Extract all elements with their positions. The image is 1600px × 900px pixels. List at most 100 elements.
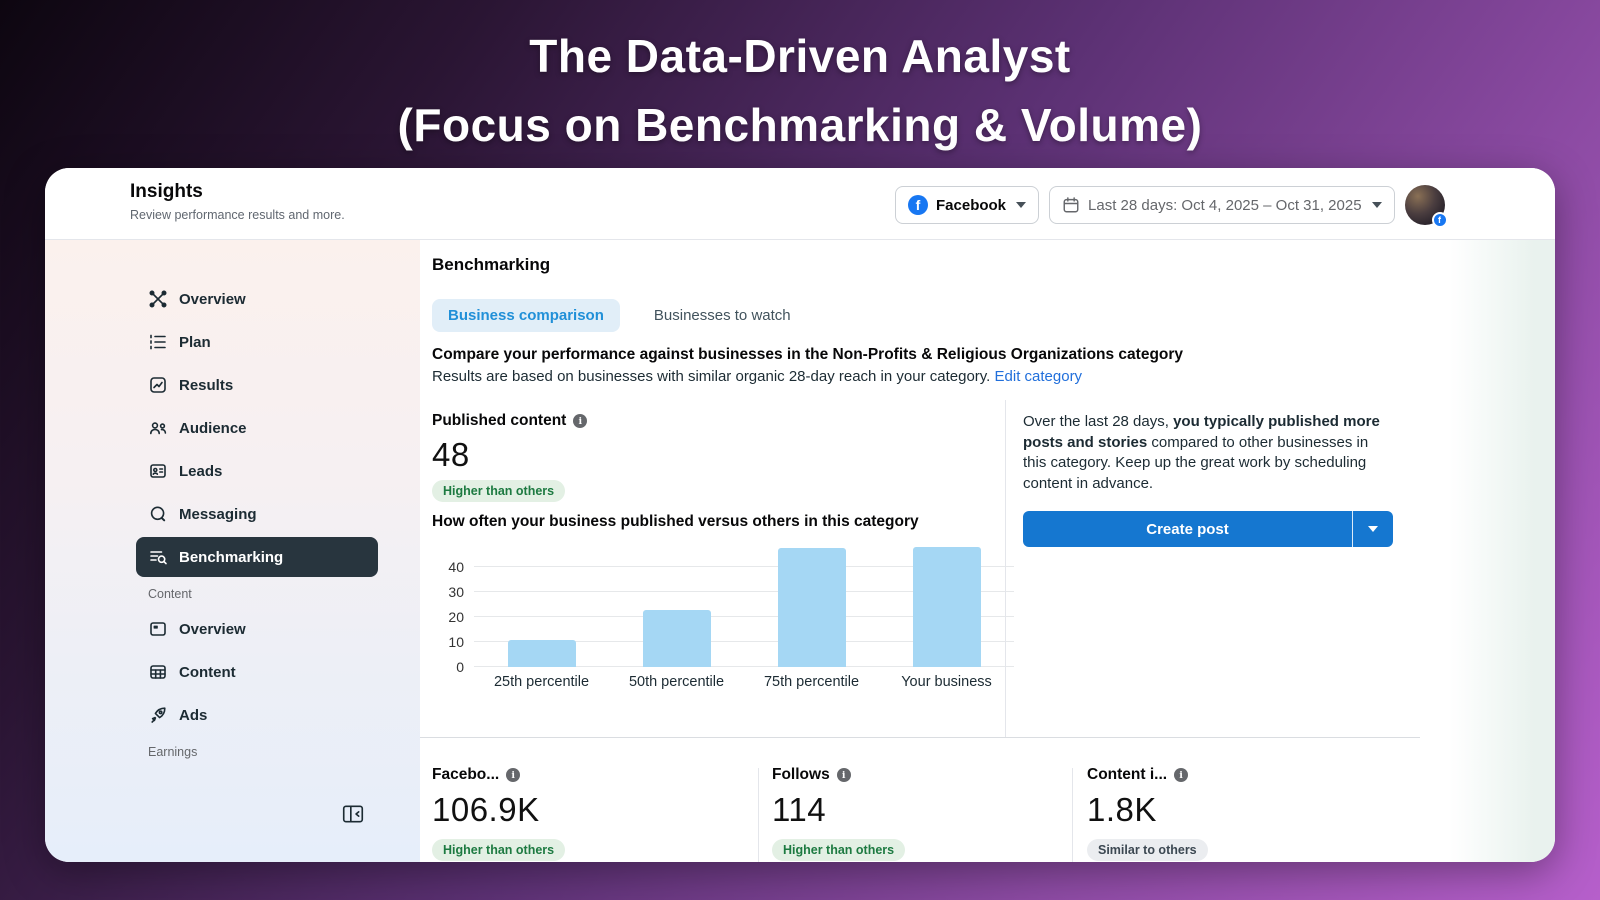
sidebar-item-audience[interactable]: Audience xyxy=(136,408,378,448)
metric-divider xyxy=(1072,768,1073,862)
metric-value: 1.8K xyxy=(1087,791,1157,828)
create-post-dropdown-button[interactable] xyxy=(1352,511,1393,547)
sidebar-item-content[interactable]: Content xyxy=(136,652,378,692)
sidebar-item-overview[interactable]: Overview xyxy=(136,279,378,319)
sidebar-item-ads[interactable]: Ads xyxy=(136,695,378,735)
metric-label-text: Facebo... xyxy=(432,766,500,783)
sidebar-item-results[interactable]: Results xyxy=(136,365,378,405)
info-icon[interactable]: i xyxy=(836,768,851,782)
info-icon[interactable]: i xyxy=(1174,768,1189,782)
content-overview-icon xyxy=(150,622,166,636)
insights-app-window: Insights Review performance results and … xyxy=(45,168,1555,862)
info-icon[interactable]: i xyxy=(573,414,588,428)
header-controls: f Facebook Last 28 days: Oct 4, 2025 – O… xyxy=(895,185,1448,228)
chart-x-tick-label: 25th percentile xyxy=(493,674,590,690)
chevron-down-icon xyxy=(1016,202,1027,208)
audience-people-icon xyxy=(150,422,167,435)
sidebar-item-content-overview[interactable]: Overview xyxy=(136,609,378,649)
chart-x-tick-label: Your business xyxy=(901,674,992,690)
chart-y-tick-label: 0 xyxy=(456,659,464,675)
compare-subtext-body: Results are based on businesses with sim… xyxy=(432,368,991,385)
plan-list-icon xyxy=(150,334,166,350)
chart-title: How often your business published versus… xyxy=(432,513,919,530)
metric-label: Follows i xyxy=(772,766,905,784)
sidebar-item-label: Benchmarking xyxy=(179,548,284,566)
overview-hub-icon xyxy=(149,290,167,308)
sidebar-item-label: Overview xyxy=(179,290,246,308)
sidebar-item-benchmarking[interactable]: Benchmarking xyxy=(136,537,378,577)
chart-bar xyxy=(642,609,711,667)
metric-divider xyxy=(758,768,759,862)
chart-gridline xyxy=(474,616,1014,617)
sidebar-section-earnings: Earnings xyxy=(148,745,198,759)
sidebar-item-leads[interactable]: Leads xyxy=(136,451,378,491)
insight-text: Over the last 28 days, you typically pub… xyxy=(1023,412,1395,495)
published-content-label-text: Published content xyxy=(432,412,567,429)
calendar-icon xyxy=(1063,197,1079,213)
sidebar-item-label: Results xyxy=(179,376,234,394)
profile-avatar[interactable]: f xyxy=(1404,185,1448,228)
main-content: Benchmarking Business comparison Busines… xyxy=(420,240,1555,862)
horizontal-divider xyxy=(420,737,1420,738)
banner-title-line1: The Data-Driven Analyst xyxy=(529,30,1071,82)
page-title: Insights xyxy=(130,181,203,202)
leads-card-icon xyxy=(150,464,166,478)
chart-gridline xyxy=(474,591,1014,592)
metric-follows: Follows i 114 Higher than others xyxy=(772,766,906,861)
chevron-down-icon xyxy=(1368,526,1378,532)
chart-area: 25th percentile 50th percentile 75th perce… xyxy=(474,545,1014,690)
info-icon[interactable]: i xyxy=(506,768,521,782)
published-bar-chart: 0 10 20 30 40 25th percentile 50th percentile… xyxy=(432,545,1014,690)
section-heading: Benchmarking xyxy=(432,255,551,274)
chart-bar xyxy=(777,548,846,667)
edit-category-link[interactable]: Edit category xyxy=(994,368,1083,385)
metric-label: Content i... i xyxy=(1087,766,1208,784)
chart-gridline xyxy=(474,641,1014,642)
page-subtitle: Review performance results and more. xyxy=(130,208,345,222)
collapse-sidebar-icon[interactable] xyxy=(341,803,365,825)
facebook-logo: f xyxy=(908,195,928,215)
banner-title-line2: (Focus on Benchmarking & Volume) xyxy=(397,99,1203,151)
vertical-divider xyxy=(1005,400,1006,737)
chevron-down-icon xyxy=(1371,202,1382,208)
metric-content-interactions: Content i... i 1.8K Similar to others xyxy=(1087,766,1208,861)
sidebar-item-label: Messaging xyxy=(179,505,257,523)
chart-y-tick-label: 30 xyxy=(448,584,464,600)
published-content-badge: Higher than others xyxy=(432,480,566,502)
metric-label: Facebo... i xyxy=(432,766,565,784)
sidebar-item-label: Plan xyxy=(179,333,211,351)
insight-rest: compared to other businesses in this cat… xyxy=(1023,433,1369,493)
sidebar-item-label: Overview xyxy=(179,620,246,638)
benchmarking-tabs: Business comparison Businesses to watch xyxy=(432,299,807,332)
chart-x-tick-label: 50th percentile xyxy=(628,674,725,690)
chart-plot xyxy=(474,545,1014,667)
insight-intro: Over the last 28 days, xyxy=(1023,413,1174,430)
metric-label-text: Follows xyxy=(772,766,830,783)
metric-badge: Higher than others xyxy=(432,839,566,861)
insight-bold: you typically published more posts and s… xyxy=(1023,413,1380,451)
create-post-split-button: Create post xyxy=(1023,511,1393,547)
metric-label-text: Content i... xyxy=(1087,766,1168,783)
sidebar-item-label: Ads xyxy=(179,706,208,724)
metric-badge: Similar to others xyxy=(1087,839,1208,861)
platform-selector-label: Facebook xyxy=(936,196,1007,214)
tab-business-comparison[interactable]: Business comparison xyxy=(432,299,620,332)
create-post-button[interactable]: Create post xyxy=(1146,520,1229,538)
published-content-label: Published content i xyxy=(432,412,588,430)
compare-heading: Compare your performance against busines… xyxy=(432,346,1184,363)
sidebar-item-label: Content xyxy=(179,663,236,681)
platform-selector[interactable]: f Facebook xyxy=(895,186,1040,224)
date-range-selector[interactable]: Last 28 days: Oct 4, 2025 – Oct 31, 2025 xyxy=(1049,186,1395,224)
chart-bar xyxy=(507,639,576,667)
chart-y-tick-label: 10 xyxy=(448,634,464,650)
sidebar-item-plan[interactable]: Plan xyxy=(136,322,378,362)
chart-gridline xyxy=(474,666,1014,667)
chart-y-tick-label: 40 xyxy=(448,559,464,575)
ads-rocket-icon xyxy=(151,707,166,723)
chart-bar xyxy=(912,547,981,667)
metric-value: 114 xyxy=(772,791,827,828)
sidebar-item-messaging[interactable]: Messaging xyxy=(136,494,378,534)
tab-businesses-to-watch[interactable]: Businesses to watch xyxy=(653,307,791,324)
chart-x-axis: 25th percentile 50th percentile 75th perce… xyxy=(474,674,1014,690)
